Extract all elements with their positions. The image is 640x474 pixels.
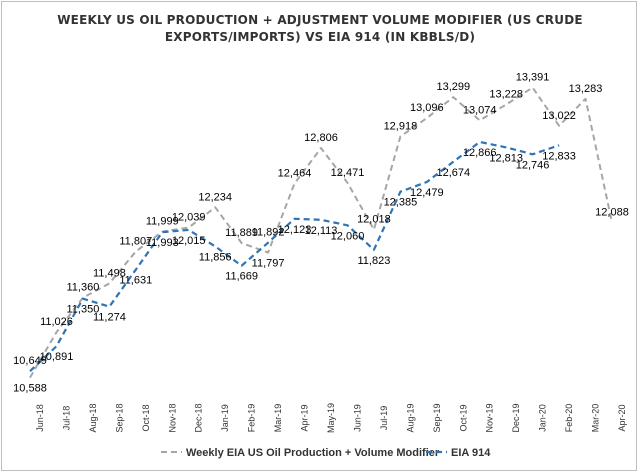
x-tick-label-5: Nov-18 bbox=[167, 403, 177, 432]
data-label-blue-3: 11,274 bbox=[93, 312, 126, 324]
data-label-blue-11: 12,113 bbox=[305, 225, 338, 237]
data-label-blue-9: 11,892 bbox=[252, 227, 285, 239]
series-line-weekly-eia bbox=[29, 86, 613, 379]
legend-label-eia-914: EIA 914 bbox=[451, 447, 491, 459]
data-label-blue-0: 10,649 bbox=[13, 355, 47, 367]
data-label-blue-20: 12,833 bbox=[542, 150, 576, 162]
x-tick-label-8: Feb-19 bbox=[247, 404, 257, 433]
x-tick-label-7: Jan-19 bbox=[220, 404, 230, 432]
legend-label-weekly-eia: Weekly EIA US Oil Production + Volume Mo… bbox=[186, 447, 440, 459]
data-label-gray-14: 12,918 bbox=[384, 121, 418, 133]
data-label-blue-15: 12,479 bbox=[410, 187, 444, 199]
x-tick-label-11: May-19 bbox=[326, 403, 336, 433]
data-label-gray-0: 10,588 bbox=[13, 383, 47, 395]
data-label-gray-12: 12,471 bbox=[331, 167, 365, 179]
x-tick-label-3: Sep-18 bbox=[114, 403, 124, 432]
x-tick-label-1: Jul-18 bbox=[62, 406, 72, 431]
x-tick-label-17: Nov-19 bbox=[485, 403, 495, 432]
chart-title: WEEKLY US OIL PRODUCTION + ADJUSTMENT VO… bbox=[30, 12, 610, 46]
data-label-blue-12: 12,060 bbox=[331, 230, 365, 242]
x-tick-label-22: Apr-20 bbox=[617, 404, 627, 431]
x-tick-label-18: Dec-19 bbox=[511, 403, 521, 432]
x-tick-label-10: Apr-19 bbox=[300, 404, 310, 431]
x-tick-label-16: Oct-19 bbox=[458, 404, 468, 431]
data-label-gray-16: 13,299 bbox=[436, 81, 470, 93]
data-label-blue-6: 12,015 bbox=[172, 235, 206, 247]
data-label-blue-19: 12,746 bbox=[516, 159, 550, 171]
data-label-gray-13: 12,018 bbox=[357, 214, 391, 226]
data-label-blue-18: 12,813 bbox=[489, 152, 523, 164]
x-tick-label-14: Aug-19 bbox=[405, 403, 415, 432]
data-label-gray-19: 13,391 bbox=[516, 72, 550, 84]
data-label-gray-3: 11,498 bbox=[93, 267, 126, 279]
data-label-gray-20: 13,022 bbox=[542, 110, 576, 122]
x-tick-label-19: Jan-20 bbox=[538, 404, 548, 432]
data-label-gray-15: 13,096 bbox=[410, 102, 444, 114]
data-label-blue-8: 11,669 bbox=[225, 271, 258, 283]
data-label-gray-1: 11,026 bbox=[40, 316, 73, 328]
data-label-gray-11: 12,806 bbox=[304, 132, 338, 144]
data-label-gray-7: 12,234 bbox=[198, 191, 232, 203]
data-label-blue-7: 11,856 bbox=[199, 251, 232, 263]
chart-title-line-2: EXPORTS/IMPORTS) VS EIA 914 (IN KBBLS/D) bbox=[164, 30, 476, 44]
data-label-blue-13: 11,823 bbox=[357, 255, 390, 267]
series-line-eia-914 bbox=[29, 140, 560, 373]
data-label-gray-17: 13,074 bbox=[463, 104, 497, 116]
data-label-gray-10: 12,464 bbox=[278, 168, 312, 180]
data-label-gray-9: 11,797 bbox=[252, 258, 285, 270]
data-label-blue-10: 12,123 bbox=[278, 224, 312, 236]
data-label-blue-5: 11,993 bbox=[146, 237, 179, 249]
data-label-blue-17: 12,866 bbox=[463, 147, 497, 159]
data-label-blue-4: 11,631 bbox=[119, 275, 152, 287]
x-tick-label-20: Feb-20 bbox=[564, 404, 574, 433]
data-label-gray-22: 12,088 bbox=[595, 206, 629, 218]
data-label-gray-5: 11,999 bbox=[146, 216, 179, 228]
x-tick-label-12: Jun-19 bbox=[353, 404, 363, 432]
x-tick-label-13: Jul-19 bbox=[379, 406, 389, 431]
data-label-blue-1: 10,891 bbox=[40, 351, 74, 363]
data-label-blue-16: 12,674 bbox=[436, 167, 470, 179]
x-tick-label-0: Jun-18 bbox=[35, 404, 45, 432]
data-label-blue-2: 11,350 bbox=[66, 304, 99, 316]
data-label-gray-6: 12,039 bbox=[172, 212, 206, 224]
data-label-gray-8: 11,889 bbox=[225, 227, 258, 239]
x-tick-label-2: Aug-18 bbox=[88, 403, 98, 432]
chart-title-line-1: WEEKLY US OIL PRODUCTION + ADJUSTMENT VO… bbox=[57, 13, 583, 27]
data-label-gray-4: 11,807 bbox=[119, 236, 152, 248]
data-label-blue-14: 12,385 bbox=[384, 197, 418, 209]
data-label-gray-18: 13,228 bbox=[489, 89, 523, 101]
data-label-gray-2: 11,360 bbox=[66, 282, 99, 294]
x-tick-label-21: Mar-20 bbox=[591, 404, 601, 433]
x-tick-label-4: Oct-18 bbox=[141, 404, 151, 431]
x-tick-label-15: Sep-19 bbox=[432, 403, 442, 432]
x-tick-label-6: Dec-18 bbox=[194, 403, 204, 432]
data-label-gray-21: 13,283 bbox=[569, 83, 603, 95]
x-tick-label-9: Mar-19 bbox=[273, 404, 283, 433]
